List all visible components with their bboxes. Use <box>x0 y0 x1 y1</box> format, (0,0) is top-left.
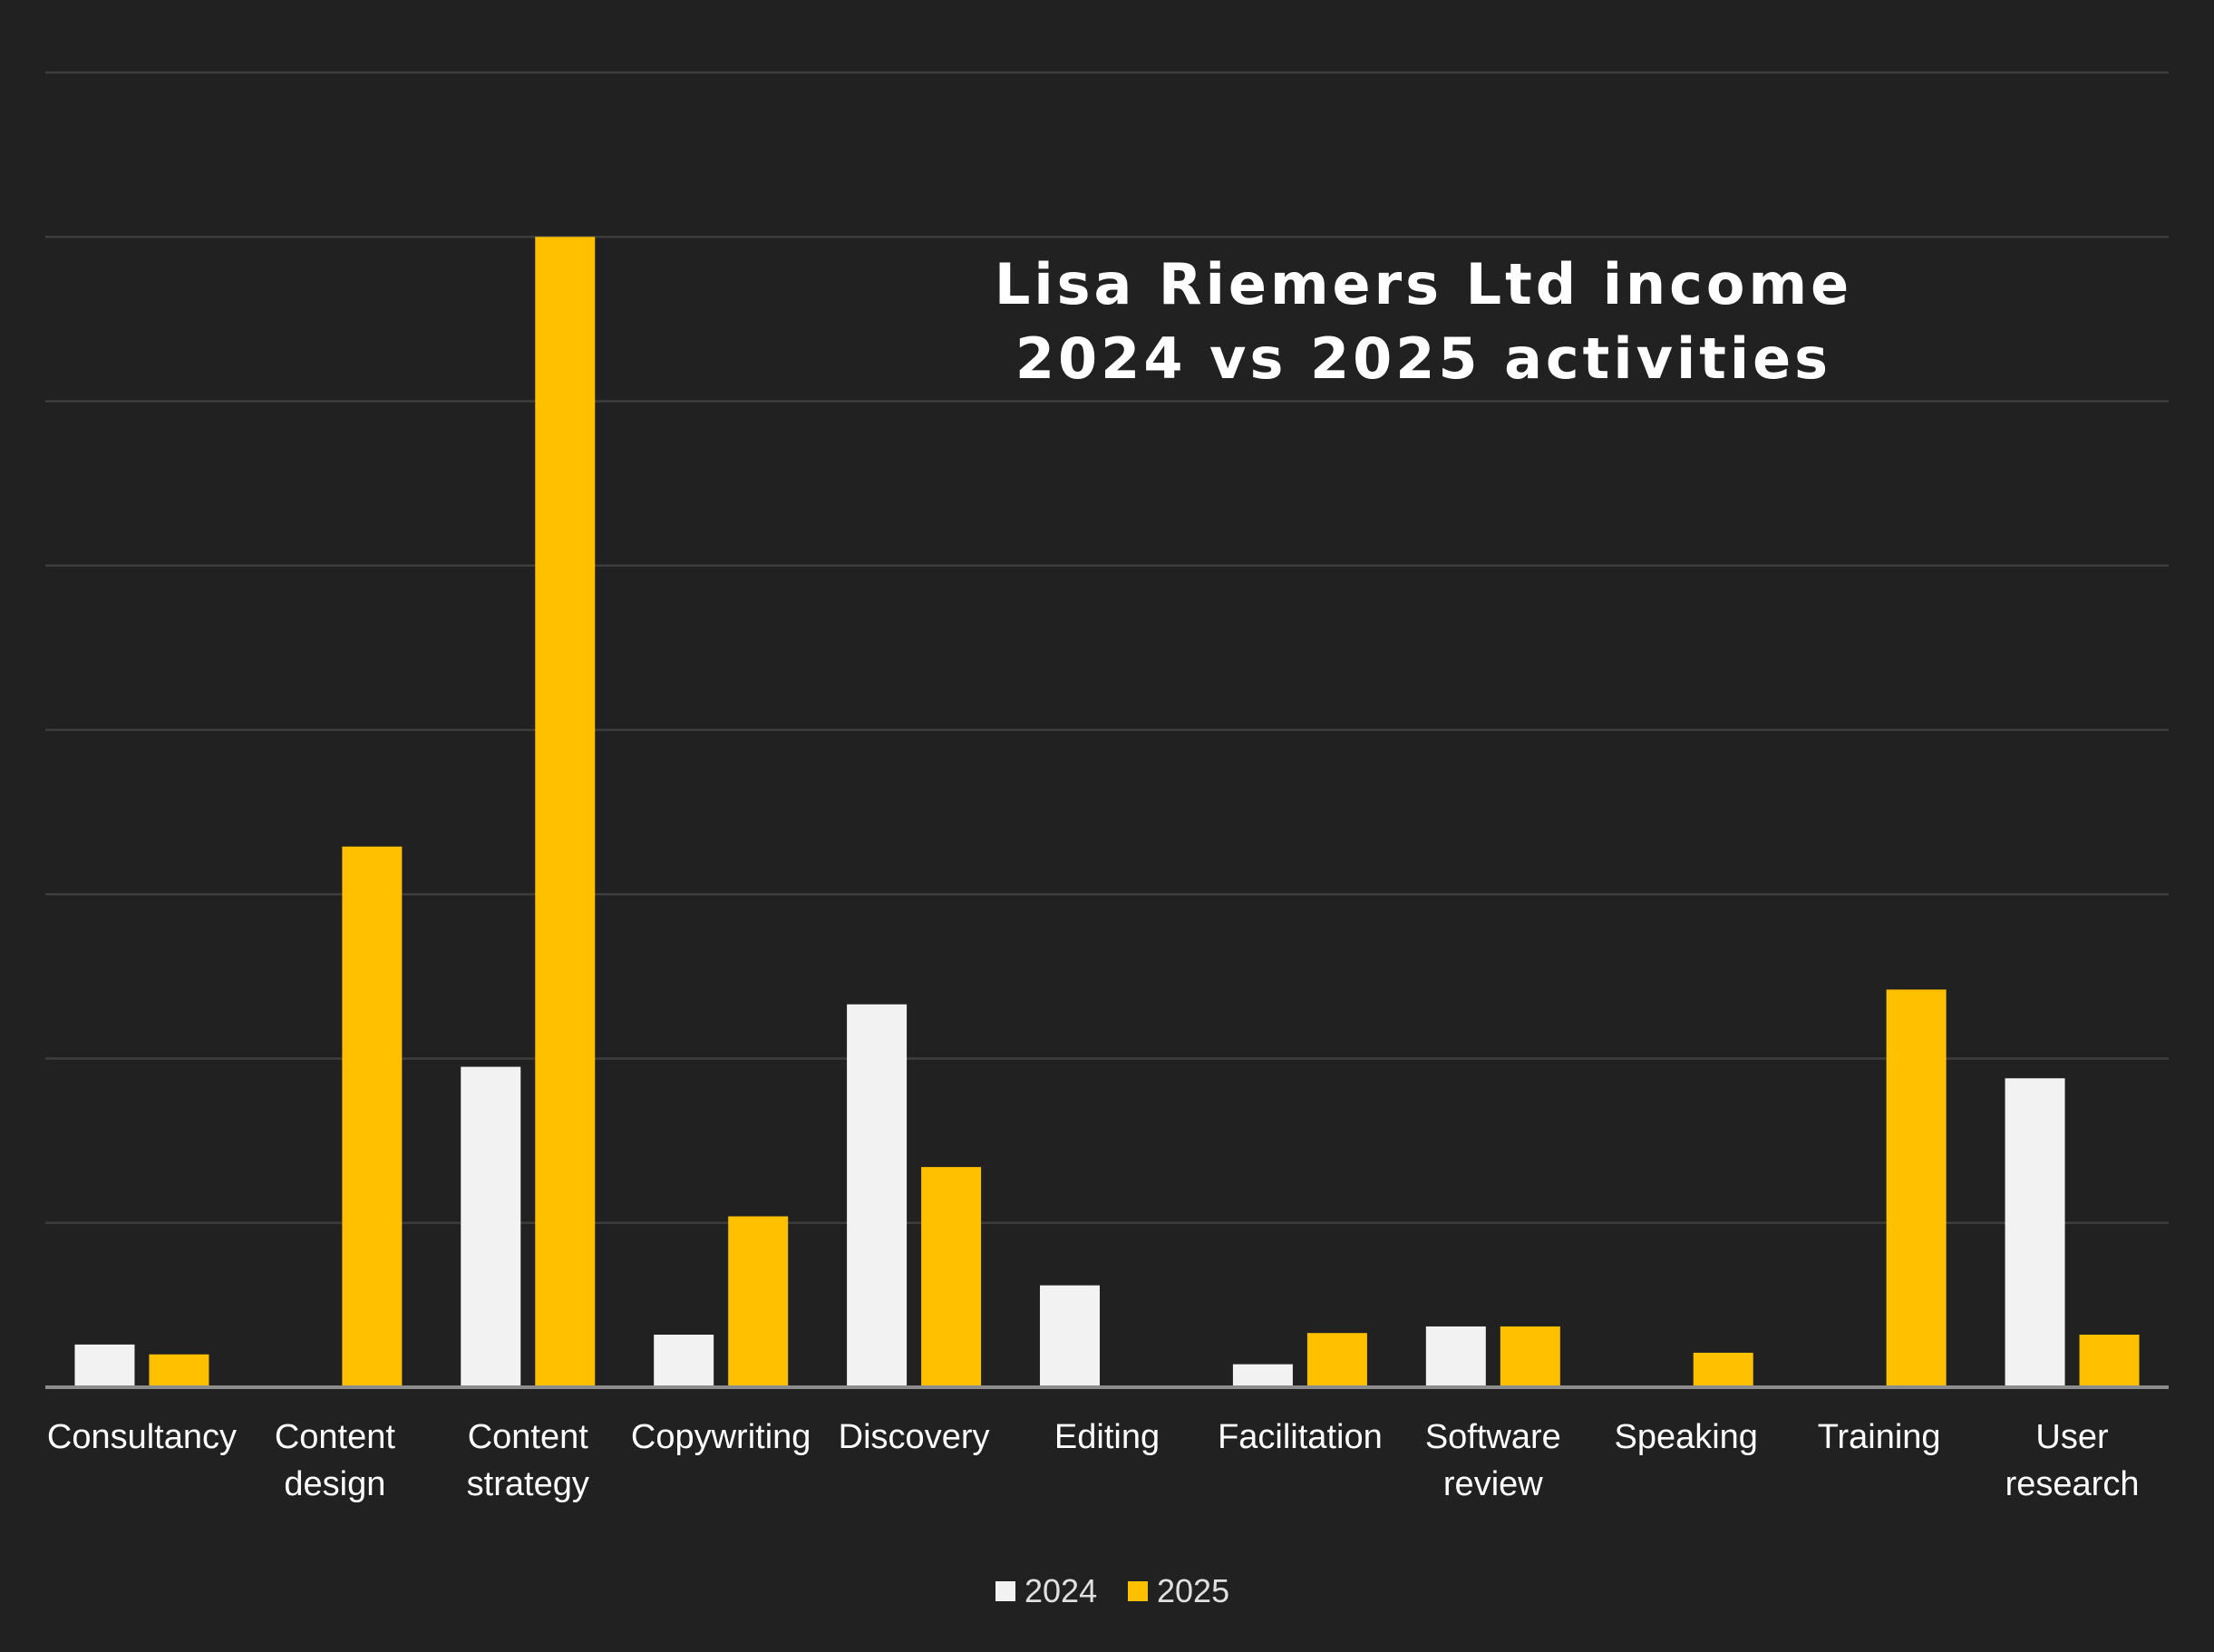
category-label: User <box>2035 1418 2109 1456</box>
bar-2024-discovery <box>847 1004 908 1387</box>
legend-label-2025: 2025 <box>1157 1572 1229 1609</box>
bar-2024-editing <box>1040 1285 1100 1387</box>
category-label: Facilitation <box>1218 1418 1383 1456</box>
category-label: research <box>2005 1465 2140 1503</box>
category-label: Consultancy <box>47 1418 237 1456</box>
bars <box>74 237 2140 1387</box>
category-label: Editing <box>1054 1418 1160 1456</box>
bar-2024-software-review <box>1425 1326 1486 1387</box>
category-label: review <box>1443 1465 1543 1503</box>
bar-2024-copywriting <box>654 1335 714 1387</box>
bar-2024-consultancy <box>74 1344 135 1387</box>
category-label: Discovery <box>839 1418 990 1456</box>
legend-label-2024: 2024 <box>1024 1572 1097 1609</box>
category-label: Copywriting <box>631 1418 811 1456</box>
legend-swatch-2025 <box>1128 1581 1148 1601</box>
legend-swatch-2024 <box>995 1581 1015 1601</box>
category-label: Content <box>275 1418 396 1456</box>
bar-2025-discovery <box>921 1167 982 1387</box>
bar-2025-facilitation <box>1306 1333 1367 1387</box>
bar-2024-content-strategy <box>461 1066 521 1387</box>
bar-2024-facilitation <box>1232 1364 1293 1387</box>
bar-2025-content-strategy <box>535 237 596 1387</box>
category-label: strategy <box>467 1465 589 1503</box>
category-label: Speaking <box>1614 1418 1757 1456</box>
category-label: Training <box>1818 1418 1941 1456</box>
chart-title-line-2: 2024 vs 2025 activities <box>1015 326 1831 392</box>
bar-2025-copywriting <box>728 1216 789 1387</box>
bar-2025-consultancy <box>149 1354 209 1387</box>
category-labels: Consultancy Content design Content strategy C… <box>47 1418 2140 1503</box>
bar-2025-user-research <box>2079 1335 2140 1387</box>
category-label: Content <box>468 1418 589 1456</box>
bar-2025-software-review <box>1500 1326 1560 1387</box>
bar-2025-training <box>1886 989 1947 1387</box>
bar-2025-content-design <box>342 846 403 1387</box>
bar-2024-user-research <box>2005 1078 2065 1387</box>
legend: 2024 2025 <box>995 1572 1229 1609</box>
category-label: Software <box>1425 1418 1561 1456</box>
chart-title-line-1: Lisa Riemers Ltd income <box>995 251 1852 317</box>
bar-2025-speaking <box>1693 1352 1753 1387</box>
category-label: design <box>284 1465 385 1503</box>
